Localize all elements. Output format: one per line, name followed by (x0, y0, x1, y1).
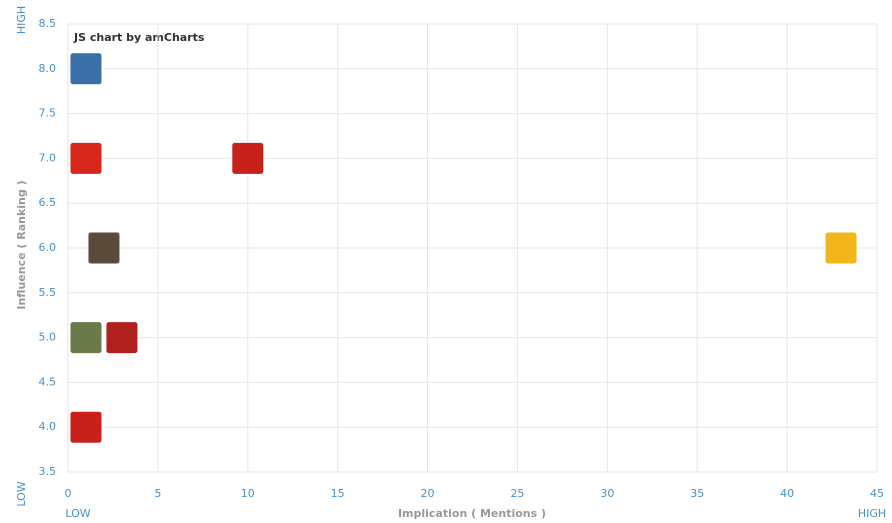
x-tick-label: 20 (421, 487, 435, 500)
point-icon (69, 141, 103, 175)
x-tick-label: 25 (510, 487, 524, 500)
y-tick-label: 7.5 (39, 107, 57, 120)
point-icon (69, 410, 103, 444)
x-tick-label: 45 (870, 487, 884, 500)
y-tick-label: 6.0 (39, 241, 57, 254)
point-icon (824, 231, 858, 265)
credit: JS chart by amCharts (73, 31, 205, 44)
x-tick-label: 40 (780, 487, 794, 500)
y-tick-label: 5.5 (39, 286, 57, 299)
y-low-label: LOW (15, 481, 28, 506)
x-low-label: LOW (65, 507, 90, 520)
point-icon (69, 52, 103, 86)
y-tick-label: 5.0 (39, 331, 57, 344)
x-tick-label: 10 (241, 487, 255, 500)
y-tick-label: 4.5 (39, 375, 57, 388)
x-tick-label: 15 (331, 487, 345, 500)
y-tick-label: 7.0 (39, 151, 57, 164)
x-high-label: HIGH (858, 507, 886, 520)
point-icon (69, 321, 103, 355)
y-tick-label: 8.0 (39, 62, 57, 75)
y-tick-label: 8.5 (39, 17, 57, 30)
point-icon (105, 321, 139, 355)
x-axis-title: Implication ( Mentions ) (398, 507, 546, 520)
y-tick-label: 4.0 (39, 420, 57, 433)
point-icon (87, 231, 121, 265)
y-high-label: HIGH (15, 6, 28, 34)
y-axis-title: Influence ( Ranking ) (15, 180, 28, 309)
x-tick-label: 5 (154, 487, 161, 500)
point-icon (231, 141, 265, 175)
x-tick-label: 30 (600, 487, 614, 500)
x-tick-label: 35 (690, 487, 704, 500)
y-tick-label: 3.5 (39, 465, 57, 478)
y-tick-label: 6.5 (39, 196, 57, 209)
x-tick-label: 0 (65, 487, 72, 500)
